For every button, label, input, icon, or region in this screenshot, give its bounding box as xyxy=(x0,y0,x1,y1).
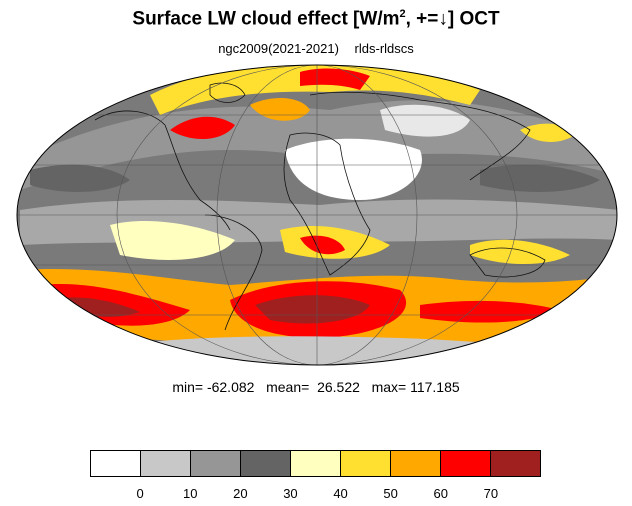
colorbar-swatch-5 xyxy=(341,451,391,476)
field-tropics-paleyellow xyxy=(110,220,235,260)
coastline-africa xyxy=(283,132,371,276)
coastlines xyxy=(94,82,546,331)
field-northatlantic-red xyxy=(170,116,235,140)
coastline-greenland xyxy=(209,82,246,103)
map-field xyxy=(17,65,617,365)
graticule-meridian-120 xyxy=(116,65,518,365)
colorbar-tick-60: 60 xyxy=(433,486,448,501)
colorbar-swatch-8 xyxy=(491,451,540,476)
colorbar-swatch-1 xyxy=(141,451,191,476)
colorbar-tick-30: 30 xyxy=(283,486,298,501)
map-title: Surface LW cloud effect [W/m2, +=↓] OCT xyxy=(0,8,632,30)
coastline-south-america xyxy=(204,214,263,331)
field-australia-yellow xyxy=(470,239,570,265)
coastline-eurasia xyxy=(309,91,531,181)
colorbar-tick-20: 20 xyxy=(233,486,248,501)
colorbar-swatch-2 xyxy=(191,451,241,476)
globe-outline xyxy=(16,64,618,366)
field-northpacific-dark xyxy=(30,164,130,192)
world-map xyxy=(16,64,618,366)
colorbar-swatch-4 xyxy=(291,451,341,476)
colorbar-swatch-0 xyxy=(91,451,141,476)
subtitle-variable: rlds-rldscs xyxy=(354,41,414,56)
colorbar xyxy=(90,450,541,477)
coastline-australia xyxy=(469,247,546,278)
graticule-meridian-60 xyxy=(216,65,418,365)
colorbar-tick-10: 10 xyxy=(182,486,198,501)
colorbar-tick-0: 0 xyxy=(136,486,144,501)
colorbar-swatch-3 xyxy=(241,451,291,476)
title-suffix: , +=↓] OCT xyxy=(405,8,500,30)
field-westpacific-dark xyxy=(480,164,600,192)
colorbar-swatch-7 xyxy=(441,451,491,476)
colorbar-tick-70: 70 xyxy=(483,486,499,501)
field-statistics: min= -62.082 mean= 26.522 max= 117.185 xyxy=(172,379,460,395)
field-asia-light xyxy=(380,104,470,137)
title-superscript: 2 xyxy=(399,8,406,20)
field-antarctica xyxy=(120,336,560,365)
field-arctic-red xyxy=(300,68,370,90)
map-subtitle: ngc2009(2021-2021) rlds-rldscs xyxy=(0,41,632,56)
colorbar-swatch-6 xyxy=(391,451,441,476)
field-southatlantic-darkred xyxy=(255,295,370,324)
graticule xyxy=(17,65,617,365)
colorbar-tick-50: 50 xyxy=(383,486,398,501)
title-text: Surface LW cloud effect [W/m xyxy=(132,8,400,30)
subtitle-case: ngc2009(2021-2021) xyxy=(218,41,339,56)
colorbar-tick-40: 40 xyxy=(333,486,348,501)
field-southindian-red xyxy=(420,300,560,323)
field-sahara-white xyxy=(285,138,422,200)
field-southatlantic-red xyxy=(300,235,345,255)
field-arctic-yellow xyxy=(150,65,480,115)
